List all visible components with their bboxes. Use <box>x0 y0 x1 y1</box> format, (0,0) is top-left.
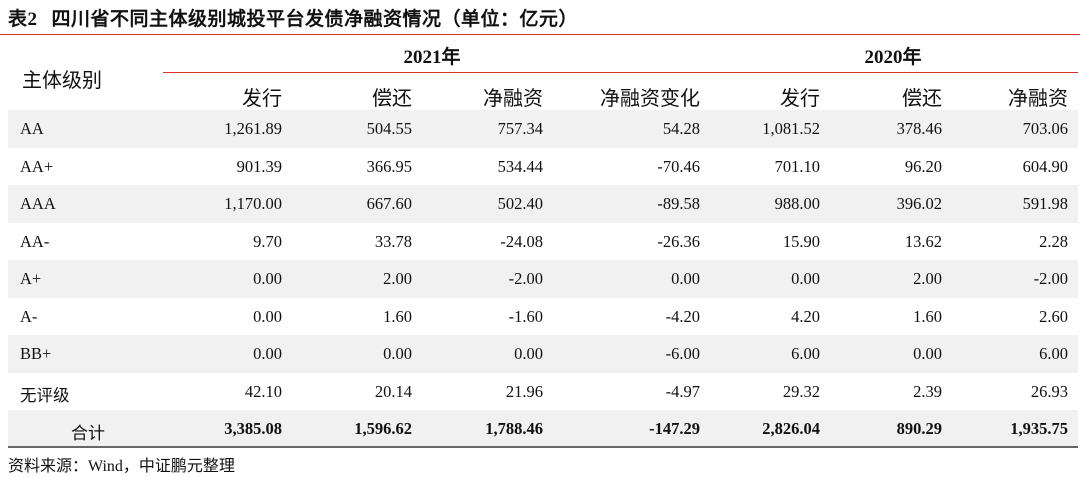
row-label-header: 主体级别 <box>22 70 102 92</box>
table-cell: 26.93 <box>1030 381 1068 401</box>
table-cell: 0.00 <box>383 344 412 363</box>
table-cell: 396.02 <box>896 194 942 213</box>
table-cell: 2.00 <box>913 269 942 288</box>
year-header-2021: 2021年 <box>403 47 461 68</box>
row-label: A- <box>20 306 38 326</box>
table-cell: 604.90 <box>1022 156 1068 176</box>
table-row: AA- 9.70 33.78 -24.08 -26.36 15.90 13.62 2.28 <box>8 223 1078 261</box>
table-cell: 13.62 <box>904 231 942 251</box>
row-label: 合计 <box>71 424 105 443</box>
year-header-2020: 2020年 <box>864 47 922 68</box>
column-header: 偿还 <box>372 88 412 110</box>
row-label: AA+ <box>20 156 54 176</box>
table-cell: 534.44 <box>497 156 543 176</box>
table-cell: 0.00 <box>253 269 282 288</box>
table-cell: 378.46 <box>896 119 942 138</box>
table-cell: 20.14 <box>374 381 412 401</box>
table-cell: 2.39 <box>913 381 942 401</box>
table-cell: 890.29 <box>896 419 942 438</box>
table-cell: 701.10 <box>774 156 820 176</box>
table-cell: 0.00 <box>514 344 543 363</box>
column-header: 发行 <box>780 88 820 110</box>
table-row: A+ 0.00 2.00 -2.00 0.00 0.00 2.00 -2.00 <box>8 260 1078 298</box>
table-cell: 1,788.46 <box>485 419 543 438</box>
bottom-rule <box>8 446 1078 448</box>
row-label: AAA <box>20 194 56 213</box>
table-cell: -70.46 <box>657 156 700 176</box>
year-rule <box>163 72 1078 73</box>
table-cell: -4.97 <box>665 381 700 401</box>
table-row: 无评级 42.10 20.14 21.96 -4.97 29.32 2.39 26.93 <box>8 373 1078 411</box>
table-cell: 54.28 <box>662 119 700 138</box>
table-cell: 2,826.04 <box>762 419 820 438</box>
column-header: 净融资变化 <box>600 88 700 110</box>
source-note: 资料来源：Wind，中证鹏元整理 <box>8 458 235 475</box>
table-row: AA+ 901.39 366.95 534.44 -70.46 701.10 96.20 60… <box>8 148 1078 186</box>
table-cell: 96.20 <box>904 156 942 176</box>
table-row: AAA 1,170.00 667.60 502.40 -89.58 988.00 396.0… <box>8 185 1078 223</box>
table-cell: 15.90 <box>782 231 820 251</box>
table-cell: 1,261.89 <box>224 119 282 138</box>
table-cell: 2.28 <box>1039 231 1068 251</box>
table-title: 表2 四川省不同主体级别城投平台发债净融资情况（单位：亿元） <box>8 4 578 31</box>
row-label: A+ <box>20 269 42 288</box>
table-cell: -24.08 <box>500 231 543 251</box>
table-cell: -89.58 <box>657 194 700 213</box>
row-label: AA <box>20 119 44 138</box>
column-header: 净融资 <box>483 88 543 110</box>
table-cell: -147.29 <box>649 419 700 438</box>
table-cell: 901.39 <box>236 156 282 176</box>
table-cell: 591.98 <box>1022 194 1068 213</box>
table-cell: 1,935.75 <box>1010 419 1068 438</box>
table-cell: 988.00 <box>774 194 820 213</box>
table-cell: 2.60 <box>1039 306 1068 326</box>
table-cell: 0.00 <box>671 269 700 288</box>
table-cell: 0.00 <box>253 306 282 326</box>
table-cell: 3,385.08 <box>224 419 282 438</box>
row-label: 无评级 <box>20 385 70 405</box>
table-cell: -26.36 <box>657 231 700 251</box>
table-cell: 4.20 <box>791 306 820 326</box>
table-cell: -6.00 <box>665 344 700 363</box>
table-title-text: 四川省不同主体级别城投平台发债净融资情况（单位：亿元） <box>51 9 579 30</box>
table-cell: 1,596.62 <box>354 419 412 438</box>
table-cell: 504.55 <box>366 119 412 138</box>
table-cell: 2.00 <box>383 269 412 288</box>
table-cell: -1.60 <box>508 306 543 326</box>
table-cell: 757.34 <box>497 119 543 138</box>
table-cell: -2.00 <box>508 269 543 288</box>
table-cell: 9.70 <box>253 231 282 251</box>
table-cell: 0.00 <box>791 269 820 288</box>
row-label: BB+ <box>20 344 52 363</box>
top-rule <box>0 34 1080 35</box>
table-cell: 6.00 <box>791 344 820 363</box>
table-cell: -2.00 <box>1033 269 1068 288</box>
table-cell: 1,081.52 <box>762 119 820 138</box>
table-cell: 29.32 <box>782 381 820 401</box>
table-cell: -4.20 <box>665 306 700 326</box>
table-cell: 1,170.00 <box>224 194 282 213</box>
table-row: BB+ 0.00 0.00 0.00 -6.00 6.00 0.00 6.00 <box>8 335 1078 373</box>
column-header: 偿还 <box>902 88 942 110</box>
table-cell: 703.06 <box>1022 119 1068 138</box>
table-cell: 1.60 <box>383 306 412 326</box>
table-row: AA 1,261.89 504.55 757.34 54.28 1,081.52 378.4… <box>8 110 1078 148</box>
table-cell: 6.00 <box>1039 344 1068 363</box>
table-cell: 1.60 <box>913 306 942 326</box>
table-cell: 0.00 <box>913 344 942 363</box>
table-cell: 0.00 <box>253 344 282 363</box>
table-number: 表2 <box>8 9 38 30</box>
table-cell: 33.78 <box>374 231 412 251</box>
total-row: 合计 3,385.08 1,596.62 1,788.46 -147.29 2,826.0… <box>8 410 1078 448</box>
table-cell: 366.95 <box>366 156 412 176</box>
column-header: 发行 <box>242 88 282 110</box>
table-cell: 42.10 <box>244 381 282 401</box>
table-cell: 667.60 <box>366 194 412 213</box>
row-label: AA- <box>20 231 50 251</box>
table-row: A- 0.00 1.60 -1.60 -4.20 4.20 1.60 2.60 <box>8 298 1078 336</box>
column-header: 净融资 <box>1008 88 1068 110</box>
table-cell: 502.40 <box>497 194 543 213</box>
table-cell: 21.96 <box>505 381 543 401</box>
